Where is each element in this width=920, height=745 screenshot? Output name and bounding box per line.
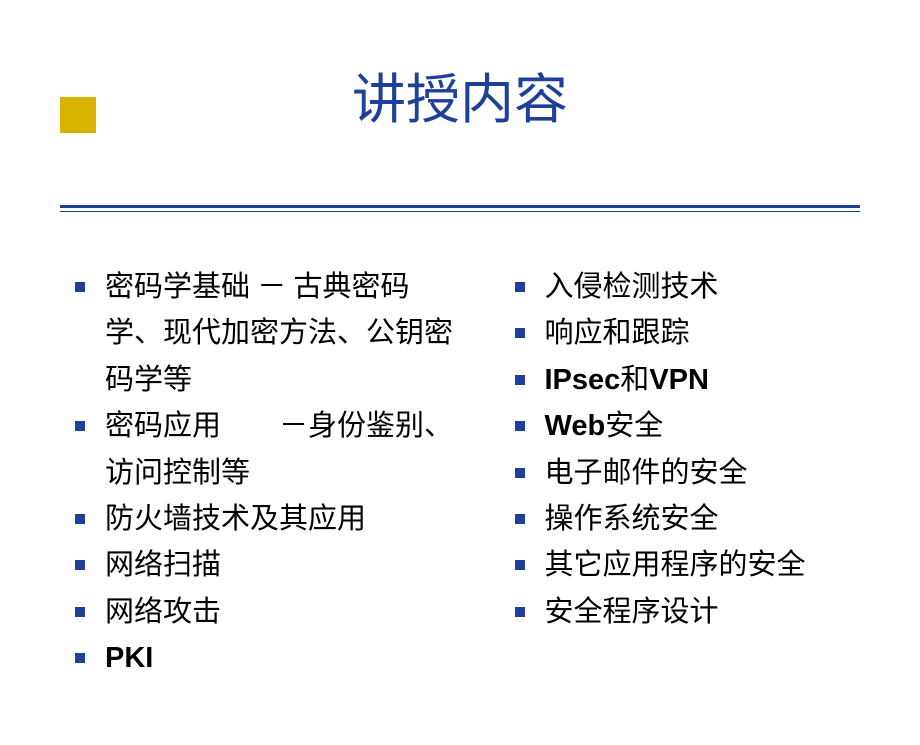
list-item: IPsec和VPN <box>495 357 866 403</box>
list-item: 安全程序设计 <box>495 589 866 635</box>
list-item-text: PKI <box>105 642 153 674</box>
list-item: 电子邮件的安全 <box>495 450 866 496</box>
list-item-text: 防火墙技术及其应用 <box>105 503 366 535</box>
list-item-text: 其它应用程序的安全 <box>545 549 806 581</box>
left-list: 密码学基础 － 古典密码学、现代加密方法、公钥密码学等 密码应用 －身份鉴别、访… <box>55 264 465 682</box>
list-item: 其它应用程序的安全 <box>495 542 866 588</box>
list-item-text: 安全程序设计 <box>545 596 719 628</box>
content-area: 密码学基础 － 古典密码学、现代加密方法、公钥密码学等 密码应用 －身份鉴别、访… <box>0 264 920 682</box>
right-list: 入侵检测技术 响应和跟踪 IPsec和VPN Web安全 电子邮件的安全 操作系… <box>495 264 866 635</box>
title-underline <box>60 205 860 208</box>
list-item-text: 响应和跟踪 <box>545 317 690 349</box>
right-column: 入侵检测技术 响应和跟踪 IPsec和VPN Web安全 电子邮件的安全 操作系… <box>495 264 866 682</box>
slide: 讲授内容 密码学基础 － 古典密码学、现代加密方法、公钥密码学等 密码应用 －身… <box>0 55 920 745</box>
list-item-text: 网络攻击 <box>105 596 221 628</box>
list-item: 防火墙技术及其应用 <box>55 496 465 542</box>
title-container: 讲授内容 <box>0 55 920 134</box>
list-item: 入侵检测技术 <box>495 264 866 310</box>
list-item: 密码应用 －身份鉴别、访问控制等 <box>55 403 465 496</box>
list-item-text: 操作系统安全 <box>545 503 719 535</box>
slide-title: 讲授内容 <box>352 55 568 134</box>
list-item-text: 密码应用 －身份鉴别、访问控制等 <box>105 410 453 488</box>
list-item: 操作系统安全 <box>495 496 866 542</box>
list-item-text: 密码学基础 － 古典密码学、现代加密方法、公钥密码学等 <box>105 271 453 396</box>
list-item-text: 网络扫描 <box>105 549 221 581</box>
left-column: 密码学基础 － 古典密码学、现代加密方法、公钥密码学等 密码应用 －身份鉴别、访… <box>55 264 465 682</box>
list-item-text: 入侵检测技术 <box>545 271 719 303</box>
list-item-text: Web安全 <box>545 410 664 442</box>
list-item: Web安全 <box>495 403 866 449</box>
list-item: 密码学基础 － 古典密码学、现代加密方法、公钥密码学等 <box>55 264 465 403</box>
list-item-text: IPsec和VPN <box>545 364 709 396</box>
list-item: PKI <box>55 635 465 681</box>
list-item: 网络扫描 <box>55 542 465 588</box>
list-item-text: 电子邮件的安全 <box>545 457 748 489</box>
list-item: 网络攻击 <box>55 589 465 635</box>
list-item: 响应和跟踪 <box>495 310 866 356</box>
